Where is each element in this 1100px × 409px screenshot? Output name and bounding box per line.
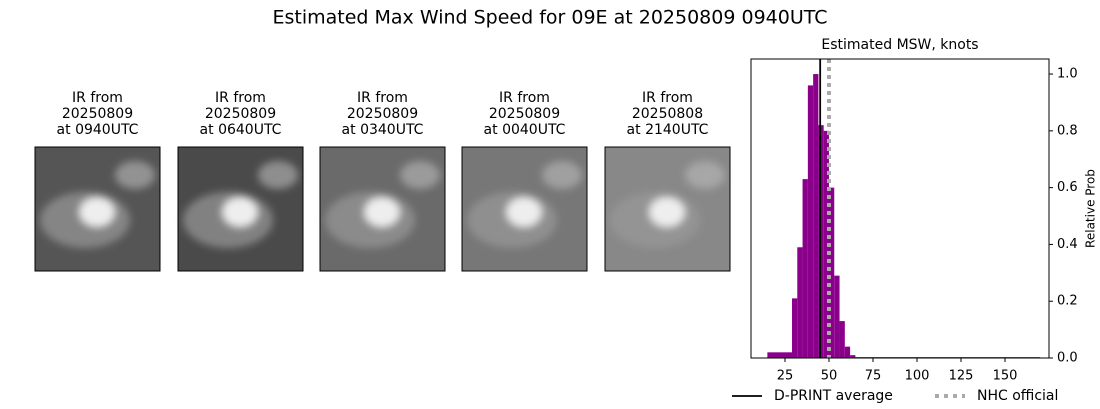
- panel-caption: at 0640UTC: [200, 122, 282, 138]
- bar: [797, 247, 803, 358]
- y-tick-label: 0.0: [1057, 351, 1078, 366]
- panel-caption: IR from: [215, 90, 266, 106]
- cloud: [610, 161, 725, 248]
- bar: [839, 321, 845, 358]
- y-tick-label: 0.6: [1057, 180, 1078, 195]
- bar: [767, 352, 793, 358]
- y-tick-label: 0.4: [1057, 237, 1078, 252]
- bar: [844, 346, 851, 358]
- chart-title: Estimated MSW, knots: [821, 37, 978, 53]
- ir-frame: [177, 146, 304, 272]
- bar: [792, 298, 798, 358]
- y-tick-label: 1.0: [1057, 67, 1078, 82]
- ir-frame: [34, 146, 161, 272]
- panel-caption: 20250809: [205, 106, 276, 122]
- x-tick-label: 125: [949, 369, 974, 384]
- bar: [834, 275, 840, 358]
- cloud-patch: [400, 161, 440, 189]
- cloud-core: [364, 197, 400, 227]
- ir-frame: [319, 146, 446, 272]
- y-axis-label: Relative Prob: [1084, 169, 1098, 248]
- panel-caption: at 2140UTC: [627, 122, 709, 138]
- cloud-patch: [685, 161, 725, 189]
- x-tick-label: 75: [865, 369, 882, 384]
- histogram: Estimated MSW, knots 25 50 75 100 125 150 0.0 0.…: [732, 37, 1098, 404]
- y-tick-label: 0.2: [1057, 294, 1078, 309]
- cloud: [40, 161, 155, 248]
- bar: [850, 355, 856, 358]
- panel-caption: 20250809: [489, 106, 560, 122]
- cloud-patch: [115, 161, 155, 189]
- panel-caption: 20250808: [632, 106, 703, 122]
- cloud-core: [79, 197, 115, 227]
- bar: [802, 179, 808, 358]
- x-tick-label: 150: [993, 369, 1018, 384]
- panel-caption: 20250809: [62, 106, 133, 122]
- figure-title: Estimated Max Wind Speed for 09E at 2025…: [272, 7, 827, 29]
- x-tick-label: 25: [777, 369, 794, 384]
- ir-frame: [461, 146, 588, 272]
- plot-frame: [750, 58, 1050, 359]
- cloud-patch: [258, 161, 298, 189]
- cloud-core: [222, 197, 258, 227]
- y-tick-label: 0.8: [1057, 123, 1078, 138]
- panel-caption: at 0340UTC: [342, 122, 424, 138]
- cloud: [467, 161, 582, 248]
- x-tick-label: 100: [905, 369, 930, 384]
- panel-caption: IR from: [357, 90, 408, 106]
- cloud-core: [649, 197, 685, 227]
- bar: [813, 74, 819, 359]
- legend-label: D-PRINT average: [774, 388, 893, 404]
- panel-caption: IR from: [499, 90, 550, 106]
- ir-frame: [604, 146, 731, 272]
- cloud: [183, 161, 298, 248]
- panel-caption: IR from: [72, 90, 123, 106]
- bar: [828, 187, 835, 358]
- cloud: [325, 161, 440, 248]
- cloud-patch: [542, 161, 582, 189]
- panel-caption: at 0040UTC: [484, 122, 566, 138]
- cloud-core: [506, 197, 542, 227]
- legend-label: NHC official: [977, 388, 1058, 404]
- x-tick-label: 50: [821, 369, 838, 384]
- panel-caption: 20250809: [347, 106, 418, 122]
- panel-caption: IR from: [642, 90, 693, 106]
- bar: [823, 130, 829, 358]
- bar: [807, 85, 814, 358]
- panel-caption: at 0940UTC: [57, 122, 139, 138]
